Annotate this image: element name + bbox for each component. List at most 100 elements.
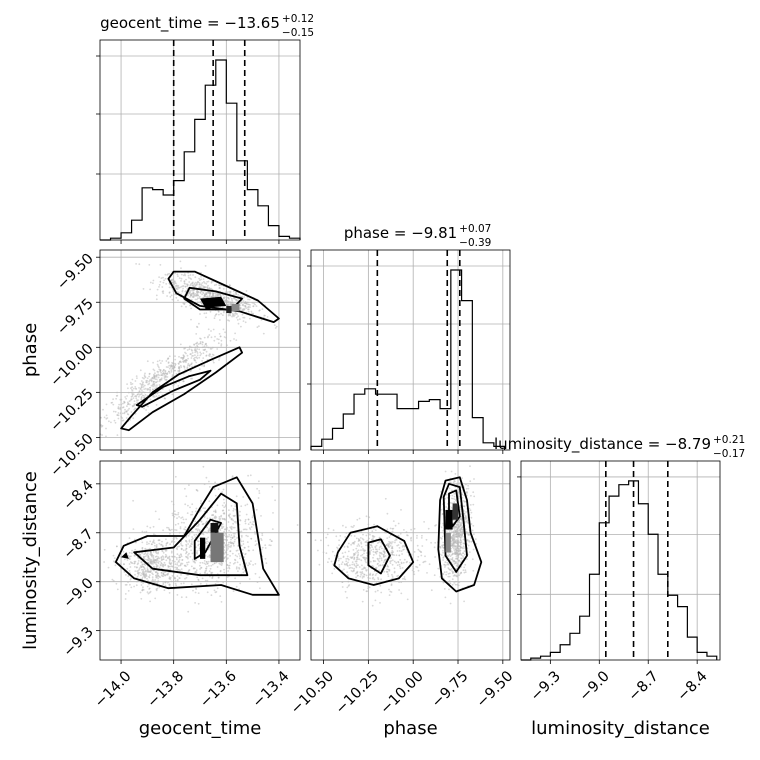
sample-point xyxy=(146,405,149,407)
sample-point xyxy=(229,284,231,287)
sample-point xyxy=(464,571,467,573)
sample-point xyxy=(190,538,193,541)
sample-point xyxy=(162,583,165,586)
sample-point xyxy=(185,518,188,521)
sample-point xyxy=(363,558,366,561)
sample-point xyxy=(248,298,251,301)
sample-point xyxy=(442,581,445,584)
sample-point xyxy=(416,544,419,547)
sample-point xyxy=(372,560,375,563)
sample-point xyxy=(181,562,184,565)
sample-point xyxy=(457,491,459,494)
sample-point xyxy=(187,534,190,537)
sample-point xyxy=(237,322,240,325)
sample-point xyxy=(197,524,200,527)
sample-point xyxy=(225,336,228,339)
sample-point xyxy=(228,320,231,322)
sample-point xyxy=(169,532,171,535)
sample-point xyxy=(155,563,158,566)
sample-point xyxy=(152,558,155,560)
contour-gt-ph-outer xyxy=(167,270,280,323)
sample-point xyxy=(456,565,459,568)
sample-point xyxy=(187,570,190,573)
sample-point xyxy=(352,569,355,572)
sample-point xyxy=(176,566,178,569)
sample-point xyxy=(146,577,148,580)
sample-point xyxy=(194,293,197,295)
sample-point xyxy=(150,552,153,555)
sample-point xyxy=(448,530,451,532)
sample-point xyxy=(450,568,453,570)
sample-point xyxy=(345,560,348,563)
sample-point xyxy=(211,346,214,349)
sample-point xyxy=(115,395,118,397)
sample-point xyxy=(190,307,193,310)
sample-point xyxy=(175,558,178,561)
sample-point xyxy=(365,561,367,564)
sample-point xyxy=(148,373,151,375)
sample-point xyxy=(247,308,249,311)
xtick-label-phase: −10.00 xyxy=(378,668,427,717)
sample-point xyxy=(371,538,373,541)
sample-point xyxy=(164,571,167,573)
sample-point xyxy=(363,573,366,576)
sample-point xyxy=(461,547,464,550)
sample-point xyxy=(470,511,473,514)
sample-point xyxy=(456,536,459,539)
sample-point xyxy=(192,289,195,291)
sample-point xyxy=(413,570,415,573)
sample-point xyxy=(196,348,199,350)
sample-point xyxy=(121,406,124,409)
sample-point xyxy=(402,544,404,547)
sample-point xyxy=(204,570,207,573)
sample-point xyxy=(230,517,233,520)
sample-point xyxy=(195,528,198,530)
sample-point xyxy=(375,552,378,555)
sample-point xyxy=(238,555,241,557)
sample-point xyxy=(199,341,202,343)
sample-point xyxy=(459,539,462,541)
sample-point xyxy=(192,293,195,296)
sample-point xyxy=(165,538,167,541)
sample-point xyxy=(240,505,243,508)
sample-point xyxy=(192,567,195,569)
sample-point xyxy=(461,477,463,479)
sample-point xyxy=(197,602,200,605)
sample-point xyxy=(337,547,339,550)
sample-point xyxy=(180,582,183,585)
sample-point xyxy=(201,293,204,296)
sample-point xyxy=(464,569,467,572)
sample-point xyxy=(218,333,221,335)
sample-point xyxy=(173,515,176,518)
sample-point xyxy=(360,531,363,533)
sample-point xyxy=(448,481,451,484)
sample-point xyxy=(184,503,187,506)
sample-point xyxy=(444,470,447,473)
sample-point xyxy=(243,296,246,298)
sample-point xyxy=(465,487,468,490)
sample-point xyxy=(141,589,144,592)
sample-point xyxy=(179,556,182,559)
sample-point xyxy=(204,572,207,574)
sample-point xyxy=(395,561,398,564)
sample-point xyxy=(176,553,179,556)
sample-point xyxy=(439,547,442,549)
sample-point xyxy=(185,278,187,281)
sample-point xyxy=(314,539,317,542)
sample-point xyxy=(147,412,150,414)
sample-point xyxy=(380,559,383,562)
sample-point xyxy=(346,574,349,577)
sample-point xyxy=(216,587,219,590)
sample-point xyxy=(352,554,355,557)
sample-point xyxy=(186,563,189,566)
panel-frame-phase-luminosity_distance xyxy=(310,460,511,661)
ytick-label-phase: −10.00 xyxy=(48,341,97,390)
sample-point xyxy=(172,503,175,506)
sample-point xyxy=(454,529,457,532)
sample-point xyxy=(153,396,156,398)
sample-point xyxy=(159,560,161,563)
sample-point xyxy=(340,557,342,560)
sample-point xyxy=(463,566,466,569)
sample-point xyxy=(155,294,158,297)
sample-point xyxy=(383,559,386,562)
